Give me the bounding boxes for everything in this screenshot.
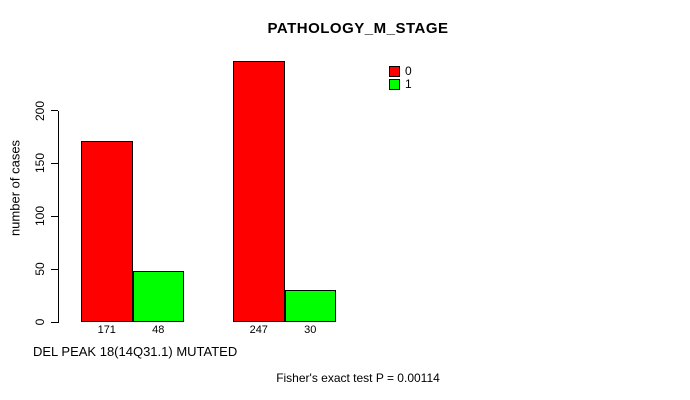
y-axis-label: number of cases bbox=[7, 139, 23, 237]
y-tick-label: 150 bbox=[33, 153, 47, 174]
y-tick bbox=[51, 110, 58, 111]
bar-value-label: 48 bbox=[152, 324, 165, 336]
y-axis-line bbox=[58, 111, 59, 323]
legend-label-0: 0 bbox=[405, 63, 412, 78]
x-axis-label: DEL PEAK 18(14Q31.1) MUTATED bbox=[33, 344, 238, 359]
bar-series-0-group-1 bbox=[81, 141, 133, 322]
y-tick bbox=[51, 321, 58, 323]
bar-series-0-group-2 bbox=[233, 60, 285, 322]
annotation-text: Fisher's exact test P = 0.00114 bbox=[276, 371, 440, 385]
bar-value-label: 247 bbox=[249, 324, 268, 336]
y-tick-label: 200 bbox=[33, 100, 47, 121]
bar-value-label: 171 bbox=[97, 324, 116, 336]
legend-item-1: 1 bbox=[389, 78, 412, 90]
y-tick-label: 100 bbox=[33, 206, 47, 227]
y-tick bbox=[51, 268, 58, 270]
legend-item-0: 0 bbox=[389, 65, 412, 77]
y-tick-label: 0 bbox=[33, 318, 47, 326]
legend-label-1: 1 bbox=[405, 76, 412, 91]
legend-swatch-green bbox=[389, 78, 400, 90]
bar-series-1-group-1 bbox=[132, 271, 184, 322]
legend-swatch-red bbox=[389, 65, 400, 77]
bar-value-label: 30 bbox=[304, 324, 317, 336]
bar-series-1-group-2 bbox=[284, 290, 336, 322]
chart-title: PATHOLOGY_M_STAGE bbox=[267, 20, 449, 37]
y-tick-label: 50 bbox=[33, 262, 47, 276]
legend: 0 1 bbox=[389, 65, 412, 90]
y-tick bbox=[51, 162, 58, 164]
y-tick bbox=[51, 215, 58, 217]
